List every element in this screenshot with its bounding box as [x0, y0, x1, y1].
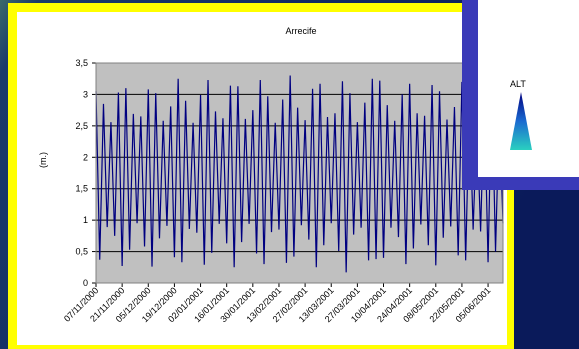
chart-title: Arrecife — [285, 26, 316, 36]
y-axis-label: (m.) — [38, 152, 48, 168]
y-tick-label: 1 — [83, 215, 88, 225]
panel-label: ALT — [510, 79, 526, 89]
panel-body — [478, 0, 579, 177]
y-tick-label: 0,5 — [75, 247, 88, 257]
y-tick-label: 2,5 — [75, 121, 88, 131]
tide-line — [95, 75, 504, 273]
y-tick-label: 3 — [83, 89, 88, 99]
chart: Arrecife (m.) 00,511,522,533,507/11/2000… — [38, 26, 504, 324]
panel-icon — [510, 92, 532, 150]
y-tick-label: 0 — [83, 278, 88, 288]
side-panel: ALT — [462, 0, 579, 190]
y-tick-label: 2 — [83, 152, 88, 162]
y-tick-label: 3,5 — [75, 58, 88, 68]
y-tick-label: 1,5 — [75, 184, 88, 194]
